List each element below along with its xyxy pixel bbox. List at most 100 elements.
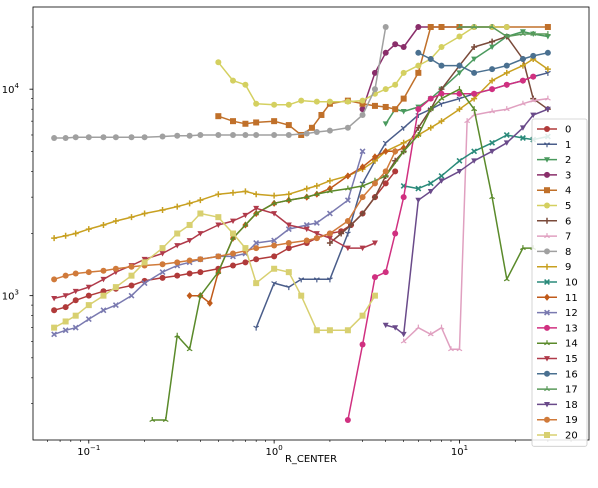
series-4-point: [400, 95, 407, 102]
series-0-point: [128, 282, 135, 289]
series-3-point: [392, 41, 399, 48]
series-12-point: [313, 219, 320, 226]
series-5-point: [271, 101, 278, 108]
series-18-point: [400, 331, 407, 338]
series-0-point: [51, 307, 58, 314]
series-1-point: [544, 70, 551, 76]
series-8-point: [51, 135, 58, 142]
series-16-point: [530, 52, 537, 59]
series-9-point: [326, 177, 333, 184]
series-8-point: [326, 127, 333, 134]
legend-swatch-marker: [544, 263, 550, 270]
series-5-point: [215, 59, 222, 66]
series-14-point: [271, 200, 278, 206]
series-13-point: [359, 341, 366, 348]
series-16-point: [471, 69, 478, 76]
series-10-point: [519, 135, 526, 141]
series-12-point: [359, 148, 366, 155]
series-18-point: [427, 188, 434, 195]
legend-swatch-marker: [544, 217, 550, 224]
series-7-point: [438, 324, 445, 330]
legend-entry-5: 5: [537, 201, 571, 212]
series-8-point: [72, 134, 79, 141]
series-13: [344, 73, 537, 423]
legend-entry-0: 0: [537, 125, 571, 136]
series-19-point: [100, 267, 107, 274]
series-9-point: [186, 200, 193, 207]
series-3-point: [415, 24, 422, 31]
series-7-point: [464, 118, 471, 124]
series-13-point: [530, 73, 537, 80]
series-19-point: [271, 242, 278, 249]
series-14-point: [303, 194, 310, 200]
series-20-point: [215, 214, 222, 221]
series-6-point: [489, 38, 496, 45]
x-tick-label: 100: [266, 444, 283, 458]
series-20-point: [112, 284, 119, 291]
series-19-point: [215, 253, 222, 260]
series-8-point: [128, 134, 135, 141]
legend-swatch-marker: [544, 432, 550, 438]
series-20-point: [186, 221, 193, 228]
series-8-point: [215, 131, 222, 138]
series-6-point: [415, 124, 422, 131]
series-8-point: [62, 135, 69, 142]
series-6-line: [329, 35, 549, 244]
series-7-point: [503, 106, 510, 112]
series-13-point: [382, 269, 389, 276]
series-7-point: [456, 346, 463, 352]
series-8-point: [313, 129, 320, 136]
series-5-point: [230, 77, 237, 84]
series-9-point: [303, 185, 310, 192]
series-20-point: [313, 327, 320, 334]
legend-label: 15: [565, 354, 578, 365]
legend-entry-8: 8: [537, 247, 571, 258]
series-12-point: [303, 221, 310, 228]
series-14-point: [344, 185, 351, 191]
series-17-point: [456, 24, 463, 30]
legend-swatch-marker: [544, 370, 550, 377]
series-16-point: [427, 55, 434, 62]
legend-label: 19: [565, 415, 578, 426]
legend-swatch-marker: [544, 309, 550, 316]
series-19-point: [382, 168, 389, 175]
series-20-point: [159, 245, 166, 252]
series-15-point: [344, 245, 351, 252]
legend-entry-18: 18: [537, 400, 578, 411]
series-17-point: [489, 24, 496, 30]
series-19-point: [371, 180, 378, 187]
legend-swatch-marker: [544, 279, 550, 285]
series-15-point: [242, 212, 249, 219]
series-15-point: [215, 222, 222, 228]
series-5-point: [382, 86, 389, 93]
y-tick-label: 104: [2, 82, 20, 96]
legend-entry-20: 20: [537, 431, 578, 442]
series-20-point: [359, 312, 366, 319]
series-4-point: [382, 103, 389, 110]
series-18-point: [503, 140, 510, 146]
series-9-point: [215, 191, 222, 198]
legend-swatch-marker: [544, 157, 550, 163]
series-2-point: [400, 109, 407, 115]
legend-entry-2: 2: [537, 155, 571, 166]
series-13-point: [400, 194, 407, 201]
legend-entry-6: 6: [537, 216, 571, 227]
series-19-point: [186, 257, 193, 264]
series-20-point: [253, 280, 260, 287]
x-tick-label: 10−1: [77, 444, 100, 458]
series-14-point: [438, 95, 445, 101]
series-10-point: [503, 132, 510, 138]
series-7-point: [448, 346, 454, 352]
series-10-point: [438, 172, 445, 179]
series-9-point: [544, 66, 551, 73]
series-16-point: [544, 49, 551, 56]
series-0-point: [285, 245, 292, 252]
series-12-point: [72, 324, 79, 331]
series-15-point: [285, 222, 292, 228]
series-8-point: [112, 134, 119, 141]
legend-swatch-marker: [544, 233, 550, 239]
series-3-point: [400, 44, 407, 51]
series-9-point: [427, 124, 434, 131]
series-19-point: [72, 270, 79, 277]
legend-label: 13: [565, 323, 578, 334]
